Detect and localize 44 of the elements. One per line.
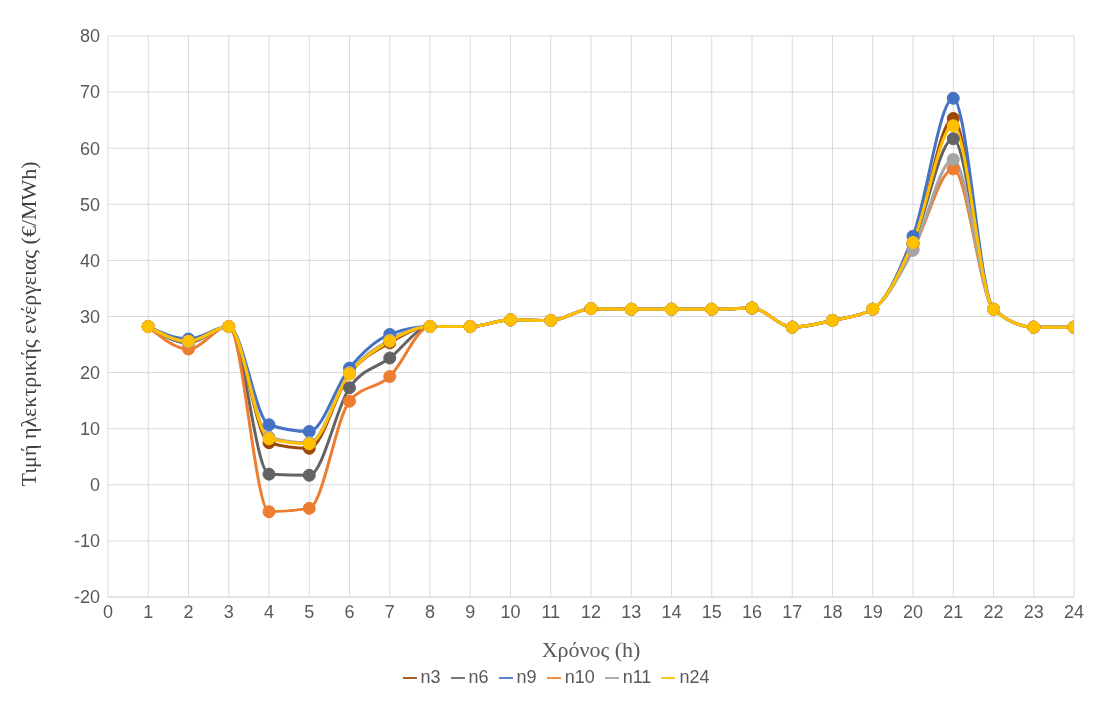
y-tick-label: 10 <box>79 419 100 440</box>
y-tick-label: -10 <box>73 531 100 552</box>
x-tick-label: 13 <box>621 601 642 622</box>
x-tick-label: 5 <box>304 601 315 622</box>
x-tick-label: 9 <box>465 601 476 622</box>
x-axis-title: Χρόνος (h) <box>541 637 641 662</box>
x-tick-label: 12 <box>580 601 602 622</box>
x-tick-label: 1 <box>143 601 154 622</box>
x-tick-label: 2 <box>183 601 194 622</box>
x-tick-label: 3 <box>223 601 234 622</box>
x-tick-label: 15 <box>701 601 722 622</box>
x-tick-label: 22 <box>983 601 1004 622</box>
x-tick-label: 23 <box>1023 601 1044 622</box>
x-tick-label: 11 <box>541 601 561 622</box>
y-tick-label: 0 <box>89 475 100 496</box>
y-axis-title: Τιμή ηλεκτρικής ενέργειας (€/MWh) <box>15 161 41 487</box>
y-tick-label: -20 <box>73 587 100 608</box>
y-tick-label: 60 <box>79 138 100 159</box>
y-tick-label: 50 <box>79 194 100 215</box>
y-tick-label: 30 <box>79 306 100 327</box>
legend-label: n10 <box>564 667 595 687</box>
x-tick-label: 16 <box>741 601 763 622</box>
x-tick-label: 14 <box>661 601 682 622</box>
x-tick-label: 10 <box>500 601 521 622</box>
x-tick-label: 24 <box>1063 601 1085 622</box>
x-tick-label: 19 <box>862 601 883 622</box>
x-tick-label: 4 <box>263 601 275 622</box>
x-tick-label: 8 <box>424 601 436 622</box>
legend-label: n24 <box>679 667 710 687</box>
x-tick-label: 7 <box>384 601 395 622</box>
x-tick-label: 20 <box>902 601 924 622</box>
legend-label: n3 <box>420 667 441 687</box>
x-tick-label: 21 <box>943 601 964 622</box>
y-tick-label: 40 <box>79 250 100 271</box>
x-tick-label: 18 <box>822 601 843 622</box>
y-tick-label: 70 <box>79 82 100 103</box>
y-tick-label: 20 <box>79 362 100 383</box>
x-tick-label: 17 <box>782 601 803 622</box>
x-tick-label: 0 <box>102 601 114 622</box>
legend-label: n9 <box>516 667 537 687</box>
legend-label: n6 <box>468 667 489 687</box>
x-tick-label: 6 <box>344 601 355 622</box>
legend-label: n11 <box>622 667 652 687</box>
y-tick-label: 80 <box>79 26 100 47</box>
